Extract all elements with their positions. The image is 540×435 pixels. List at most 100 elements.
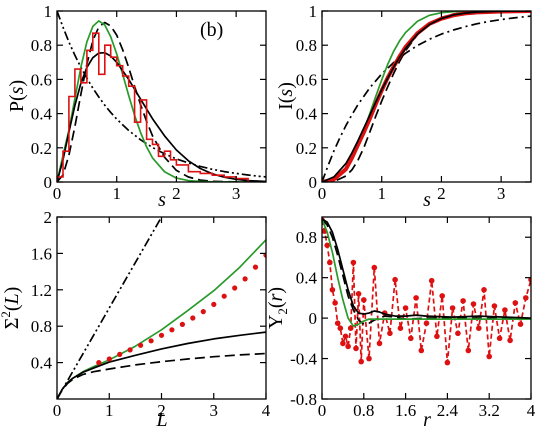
panel-3-ytick-label: -0.4 <box>290 350 317 369</box>
panel-3-series-0-marker <box>470 301 477 307</box>
panel-1-ytick-label: 0.2 <box>296 139 317 158</box>
panel-3-series-0-marker <box>496 335 503 342</box>
panel-3-xtick-label: 1.6 <box>395 401 416 420</box>
panel-2-series-4-point <box>127 347 133 353</box>
panel-2-xtick-label: 0 <box>53 401 62 420</box>
panel-1-xtick-label: 1 <box>377 184 386 203</box>
panel-3-series-0-marker <box>449 305 456 311</box>
panel-1-xtick-label: 2 <box>437 184 446 203</box>
panel-3-series-0-marker <box>353 345 359 352</box>
panel-0-series-group <box>57 11 266 182</box>
panel-0-ytick-label: 0.6 <box>31 70 52 89</box>
panel-3-series-0-marker <box>350 259 357 266</box>
panel-3-series-0-marker <box>392 276 398 283</box>
panel-3-series-0-marker <box>507 337 513 344</box>
panel-2-series-4-point <box>158 332 165 338</box>
panel-2-ytick-label: 2 <box>44 208 53 227</box>
panel-0-ticks: 0 1 2 3 0 0.2 0.4 0.6 0.8 1 <box>31 2 266 203</box>
panel-level-spacing-distribution: 0 1 2 3 0 0.2 0.4 0.6 0.8 1 (b) s P(s) <box>6 2 267 211</box>
panel-3-series-0-marker <box>361 297 367 303</box>
panel-2-series-4-point <box>169 327 175 333</box>
panel-3-series-0-marker <box>486 353 493 360</box>
panel-0-xtick-label: 3 <box>232 184 241 203</box>
panel-3-series-0-marker <box>523 295 529 301</box>
panel-2-ylabel: Σ2(L) <box>0 287 23 330</box>
panel-0-frame <box>56 10 267 183</box>
panel-number-variance: 0 1 2 3 4 0.4 0.8 1.2 1.6 2 L Σ2(L) <box>0 208 271 431</box>
panel-1-series-3-line <box>322 11 531 182</box>
panel-2-series-4-point <box>179 321 185 327</box>
panel-3-series-0-marker <box>476 325 482 332</box>
panel-3-ytick-label: 0.4 <box>296 269 318 288</box>
panel-2-ytick-label: 0.8 <box>31 317 52 336</box>
panel-2-series-0-line <box>57 217 163 399</box>
panel-0-ytick-label: 1 <box>44 2 53 21</box>
panel-two-level-cluster-function: 0 0.8 1.6 2.4 3.2 4 -0.8 -0.4 0 0.4 0.8 r Y2(r) <box>265 216 536 431</box>
panel-0-ytick-label: 0.2 <box>31 139 52 158</box>
panel-3-series-0-marker <box>439 293 446 299</box>
panel-3-series-0-marker <box>366 355 372 362</box>
panel-1-ytick-label: 0.6 <box>296 70 317 89</box>
panel-3-series-2-line <box>322 218 531 328</box>
panel-3-series-0-marker <box>455 330 461 337</box>
panel-1-series-group <box>322 11 531 182</box>
panel-3-series-0-marker <box>340 340 346 347</box>
panel-0-series-0-line <box>57 11 266 178</box>
panel-0-ytick-label: 0.8 <box>31 36 52 55</box>
panel-3-series-0-marker <box>528 276 531 283</box>
panel-3-series-0-marker <box>355 291 362 297</box>
panel-3-series-0-marker <box>434 333 440 340</box>
panel-3-xtick-label: 0 <box>318 401 327 420</box>
panel-1-ticks: 0 1 2 3 0 0.2 0.4 0.6 0.8 1 <box>296 2 531 203</box>
panel-2-series-4-point <box>148 338 154 344</box>
panel-2-xtick-label: 4 <box>262 401 271 420</box>
panel-3-series-0-marker <box>387 330 393 337</box>
panel-3-frame <box>321 216 532 400</box>
panel-0-ytick-label: 0.4 <box>31 105 53 124</box>
panel-3-series-0-marker <box>345 343 351 350</box>
panel-2-xtick-label: 1 <box>105 401 114 420</box>
panel-0-series-2-line <box>57 20 266 182</box>
panel-2-series-group <box>57 217 266 399</box>
panel-1-xtick-label: 3 <box>497 184 506 203</box>
panel-3-series-1-line <box>322 218 531 326</box>
panel-1-ytick-label: 0 <box>309 173 318 192</box>
panel-3-series-0-marker <box>371 264 378 271</box>
panel-0-ytick-label: 0 <box>44 173 53 192</box>
panel-3-series-0-marker <box>418 347 425 354</box>
panel-3-ytick-label: -0.8 <box>290 390 317 409</box>
panel-3-series-0-marker <box>502 307 508 313</box>
panel-1-series-0-line <box>322 15 531 182</box>
panel-1-ytick-label: 1 <box>309 2 318 21</box>
panel-2-series-4-point <box>106 356 112 362</box>
panel-0-xtick-label: 0 <box>53 184 62 203</box>
panel-1-ytick-label: 0.8 <box>296 36 317 55</box>
panel-1-plot <box>322 11 531 182</box>
panel-2-series-4-point <box>117 351 123 357</box>
panel-2-series-2-line <box>57 331 266 399</box>
panel-2-series-4-point <box>190 315 196 321</box>
panel-3-series-0-marker <box>423 320 430 327</box>
panel-3-series-0-marker <box>517 321 524 328</box>
panel-3-xtick-label: 4 <box>527 401 536 420</box>
panel-3-series-0-marker <box>347 325 354 332</box>
panel-3-series-0-marker <box>342 333 349 340</box>
panel-3-series-0-marker <box>324 242 331 249</box>
panel-2-series-4-point <box>242 276 248 282</box>
panel-0-xtick-label: 1 <box>112 184 121 203</box>
panel-3-ticks: 0 0.8 1.6 2.4 3.2 4 -0.8 -0.4 0 0.4 0.8 <box>290 217 536 420</box>
panel-3-series-0-marker <box>408 335 414 342</box>
panel-2-series-1-line <box>57 239 266 399</box>
panel-2-series-3-line <box>57 352 266 399</box>
panel-3-series-0-marker <box>402 305 409 311</box>
panel-1-xtick-label: 0 <box>318 184 327 203</box>
panel-2-frame <box>56 216 267 400</box>
panel-3-xtick-label: 2.4 <box>437 401 459 420</box>
panel-2-xlabel: L <box>155 409 167 431</box>
panel-2-series-4-point <box>232 285 238 291</box>
panel-3-series-0-marker <box>337 325 344 332</box>
panel-3-series-0-marker <box>512 300 519 306</box>
panel-cumulative-distribution: 0 1 2 3 0 0.2 0.4 0.6 0.8 1 s I(s) <box>275 2 532 211</box>
panel-2-series-4-point <box>221 293 227 299</box>
panel-3-xtick-label: 0.8 <box>353 401 374 420</box>
